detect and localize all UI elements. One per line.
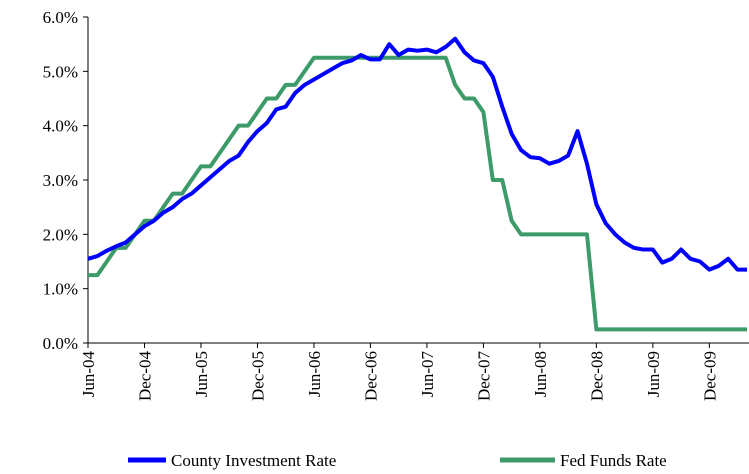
legend-label: Fed Funds Rate [560, 451, 667, 470]
y-tick-label: 3.0% [43, 171, 78, 190]
y-tick-label: 1.0% [43, 280, 78, 299]
series-line [88, 55, 747, 332]
x-tick-label: Dec-07 [474, 351, 493, 402]
y-tick-label: 5.0% [43, 62, 78, 81]
x-tick-label: Jun-05 [192, 351, 211, 397]
legend-label: County Investment Rate [171, 451, 336, 470]
y-tick-label: 2.0% [43, 225, 78, 244]
x-tick-label: Jun-09 [644, 351, 663, 397]
x-tick-label: Jun-07 [418, 351, 437, 398]
x-tick-label: Dec-06 [361, 351, 380, 401]
x-tick-label: Dec-09 [700, 351, 719, 401]
y-tick-label: 4.0% [43, 117, 78, 136]
x-tick-label: Jun-06 [305, 351, 324, 397]
x-tick-label: Jun-04 [79, 351, 98, 398]
y-tick-label: 6.0% [43, 8, 78, 27]
y-tick-label: 0.0% [43, 334, 78, 353]
x-tick-label: Dec-08 [587, 351, 606, 401]
x-tick-label: Jun-08 [531, 351, 550, 397]
series-line [87, 36, 747, 272]
x-tick-label: Dec-04 [135, 351, 154, 402]
x-tick-label: Dec-05 [248, 351, 267, 401]
